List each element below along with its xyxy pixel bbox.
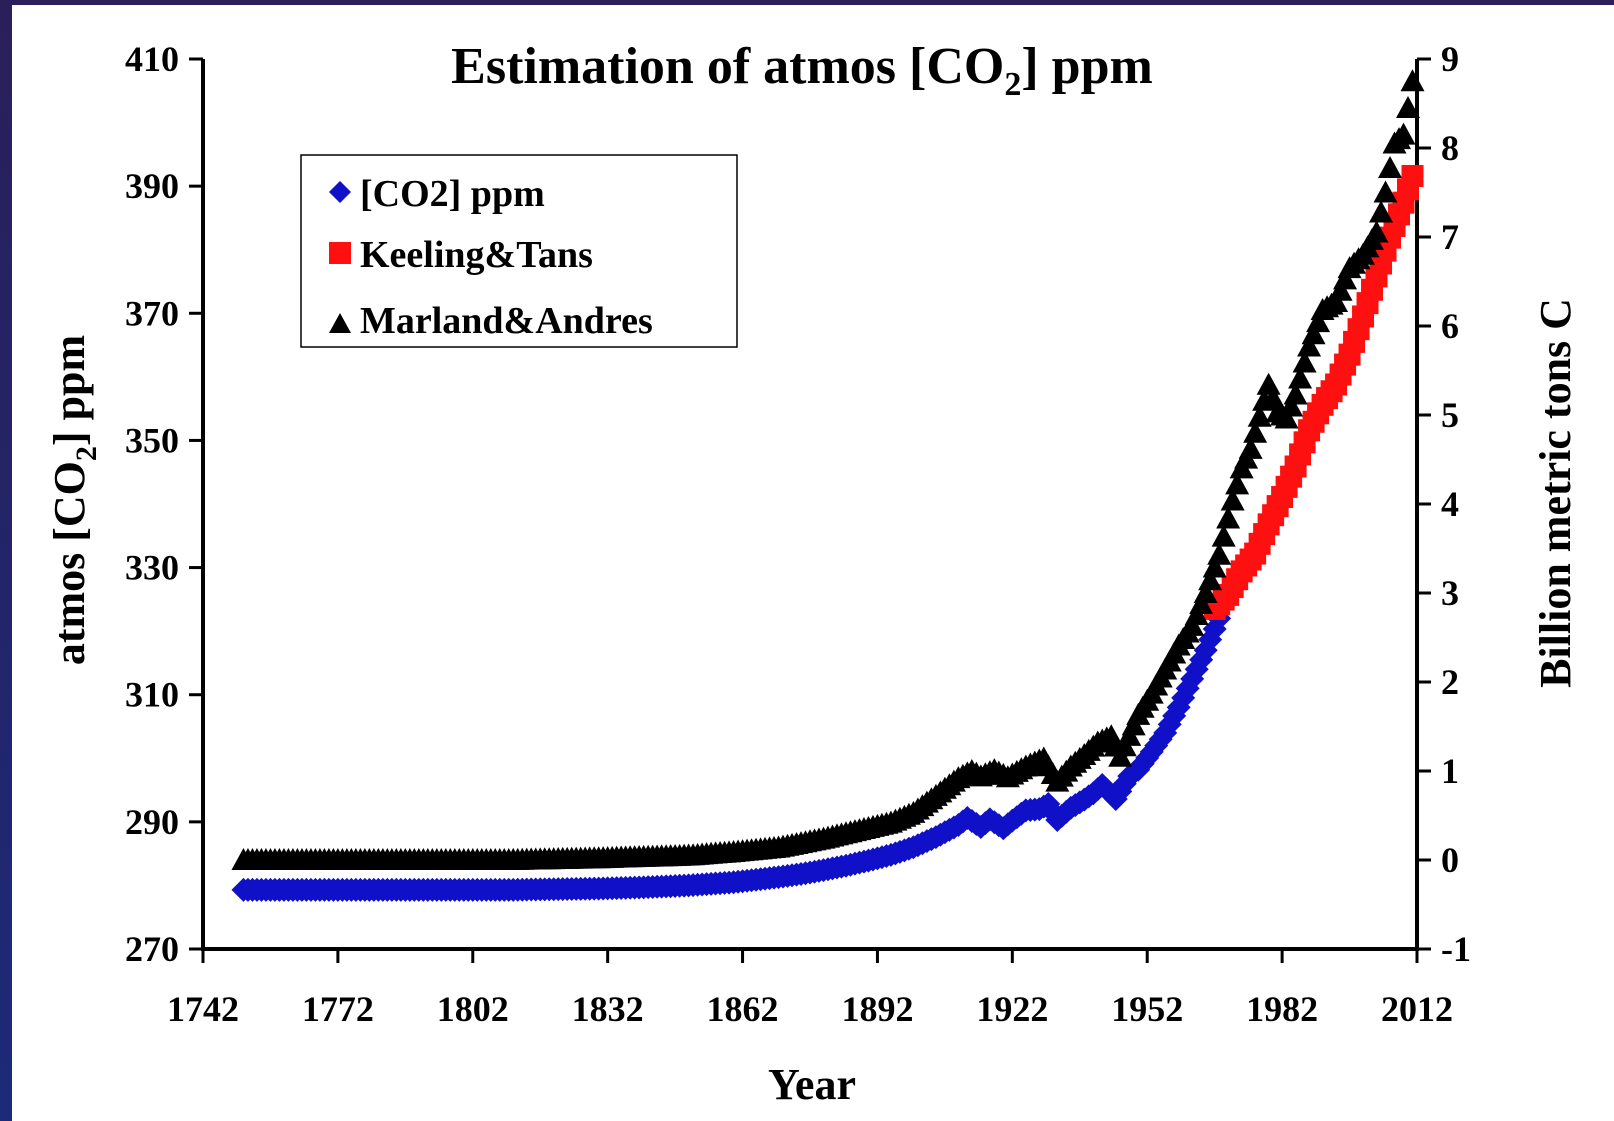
- x-tick-label: 1742: [167, 989, 239, 1029]
- legend: [CO2] ppm Keeling&Tans Marland&Andres: [300, 154, 738, 348]
- x-tick-label: 2012: [1381, 989, 1453, 1029]
- data-point-triangle: [1238, 436, 1263, 459]
- y2-tick-label: 4: [1441, 484, 1459, 524]
- y2-tick-label: 3: [1441, 573, 1459, 613]
- y-tick-label: 330: [125, 548, 179, 588]
- data-point-triangle: [1198, 568, 1223, 591]
- data-point-triangle: [1274, 406, 1299, 429]
- data-point-triangle: [1297, 334, 1322, 357]
- data-point-triangle: [1211, 524, 1236, 547]
- data-point-triangle: [1225, 472, 1250, 495]
- data-point-triangle: [1243, 420, 1268, 443]
- y2-tick-label: -1: [1441, 929, 1471, 969]
- data-point-triangle: [1288, 366, 1313, 389]
- data-point-triangle: [1202, 555, 1227, 578]
- data-point-triangle: [1292, 350, 1317, 373]
- legend-label-keeling: Keeling&Tans: [360, 234, 593, 276]
- x-tick-label: 1952: [1111, 989, 1183, 1029]
- axis-ticks: 1742 1772 1802 1832 1862 1892 1922 1952 1982 2012…: [125, 39, 1471, 1029]
- data-point-triangle: [1396, 95, 1421, 118]
- chart-title: Estimation of atmos [CO2] ppm: [451, 38, 1153, 103]
- data-point-triangle: [1216, 506, 1241, 529]
- y-tick-label: 290: [125, 802, 179, 842]
- y2-tick-label: 9: [1441, 39, 1459, 79]
- data-point-triangle: [1279, 394, 1304, 417]
- y-tick-label: 370: [125, 293, 179, 333]
- data-point-triangle: [1391, 122, 1416, 145]
- y2-tick-label: 6: [1441, 306, 1459, 346]
- data-point-triangle: [1328, 278, 1353, 301]
- data-point-triangle: [1261, 386, 1286, 409]
- data-marks: [231, 69, 1425, 902]
- data-point-triangle: [1378, 156, 1403, 179]
- legend-box: [300, 154, 738, 348]
- y2-tick-label: 1: [1441, 751, 1459, 791]
- x-tick-label: 1922: [976, 989, 1048, 1029]
- y-tick-label: 390: [125, 166, 179, 206]
- series-2: [231, 69, 1425, 870]
- data-point-triangle: [1306, 310, 1331, 333]
- data-point-triangle: [1400, 69, 1425, 92]
- x-tick-label: 1802: [437, 989, 509, 1029]
- y-tick-label: 270: [125, 929, 179, 969]
- x-axis-title: Year: [768, 1060, 856, 1109]
- data-point-triangle: [1256, 372, 1281, 395]
- data-point-triangle: [1283, 382, 1308, 405]
- y2-tick-label: 8: [1441, 128, 1459, 168]
- series-1: [1203, 164, 1424, 620]
- legend-square-icon: [329, 242, 351, 264]
- y-tick-label: 310: [125, 675, 179, 715]
- x-tick-label: 1862: [707, 989, 779, 1029]
- data-point-triangle: [1247, 404, 1272, 427]
- x-tick-label: 1772: [302, 989, 374, 1029]
- y-tick-label: 350: [125, 420, 179, 460]
- data-point-triangle: [1324, 289, 1349, 312]
- data-point-triangle: [1220, 488, 1245, 511]
- y2-tick-label: 7: [1441, 217, 1459, 257]
- data-point-triangle: [1207, 542, 1232, 565]
- x-tick-label: 1832: [572, 989, 644, 1029]
- data-point-triangle: [1364, 220, 1389, 243]
- y2-axis-title: Billion metric tons C: [1531, 298, 1580, 688]
- data-point-triangle: [1373, 180, 1398, 203]
- y2-tick-label: 0: [1441, 840, 1459, 880]
- data-point-square: [1401, 164, 1424, 187]
- legend-diamond-icon: [329, 181, 351, 203]
- data-point-triangle: [1301, 322, 1326, 345]
- data-point-triangle: [1333, 267, 1358, 290]
- data-point-triangle: [1369, 200, 1394, 223]
- legend-triangle-icon: [329, 313, 351, 333]
- chart-panel: Estimation of atmos [CO2] ppm atmos [CO2…: [12, 5, 1614, 1121]
- y-axis-title: atmos [CO2] ppm: [45, 335, 103, 665]
- data-point-triangle: [1193, 581, 1218, 603]
- x-tick-label: 1892: [841, 989, 913, 1029]
- series-0: [231, 606, 1232, 902]
- x-tick-label: 1982: [1246, 989, 1318, 1029]
- y-tick-label: 410: [125, 39, 179, 79]
- co2-chart: Estimation of atmos [CO2] ppm atmos [CO2…: [45, 38, 1580, 1109]
- y2-tick-label: 2: [1441, 662, 1459, 702]
- legend-label-marland: Marland&Andres: [360, 300, 653, 342]
- legend-label-co2: [CO2] ppm: [360, 173, 545, 215]
- y2-tick-label: 5: [1441, 395, 1459, 435]
